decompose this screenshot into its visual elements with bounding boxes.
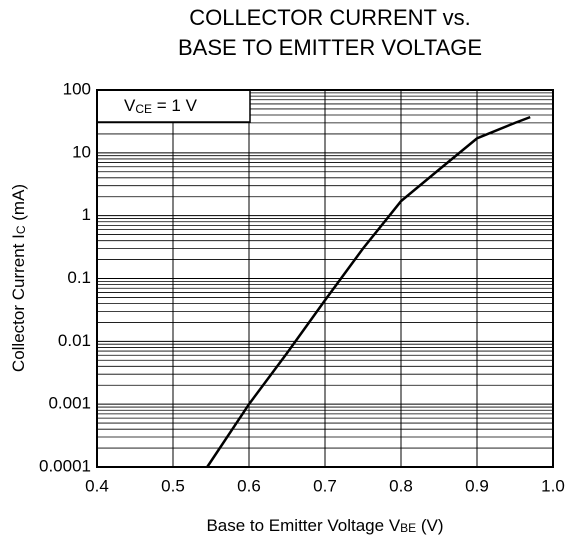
annotation-sub: CE (135, 102, 152, 116)
y-tick-label: 1 (82, 205, 91, 224)
x-tick-label: 0.5 (161, 476, 185, 495)
y-label-sub: C (14, 225, 28, 234)
x-tick-label: 1.0 (541, 476, 565, 495)
y-tick-label: 100 (63, 79, 91, 98)
x-axis-label: Base to Emitter Voltage VBE (V) (206, 516, 443, 535)
y-tick-label: 10 (72, 142, 91, 161)
plot-frame (96, 89, 554, 468)
annotation: VCE = 1 V (124, 96, 198, 116)
y-tick-label: 0.1 (67, 268, 91, 287)
annotation-rest: = 1 V (152, 96, 198, 115)
grid (96, 89, 554, 468)
y-label-text: Collector Current I (9, 234, 28, 372)
x-tick-label: 0.4 (85, 476, 109, 495)
y-tick-label: 0.01 (58, 331, 91, 350)
x-label-unit: (V) (416, 516, 443, 535)
x-label-sub: BE (400, 521, 416, 535)
plot (206, 115, 531, 468)
y-label-unit: (mA) (9, 184, 28, 226)
x-label-text: Base to Emitter Voltage V (206, 516, 400, 535)
chart-title: BASE TO EMITTER VOLTAGE (178, 35, 482, 60)
y-axis-label: Collector Current IC (mA) (9, 184, 28, 372)
x-tick-label: 0.7 (313, 476, 337, 495)
y-tick-label: 0.0001 (39, 456, 91, 475)
legend-box (96, 89, 251, 123)
chart-title: COLLECTOR CURRENT vs. (189, 5, 471, 30)
x-tick-label: 0.9 (465, 476, 489, 495)
x-tick-label: 0.6 (237, 476, 261, 495)
line (206, 115, 531, 468)
y-tick-label: 0.001 (48, 394, 91, 413)
annotation-text: V (124, 96, 136, 115)
x-tick-label: 0.8 (389, 476, 413, 495)
